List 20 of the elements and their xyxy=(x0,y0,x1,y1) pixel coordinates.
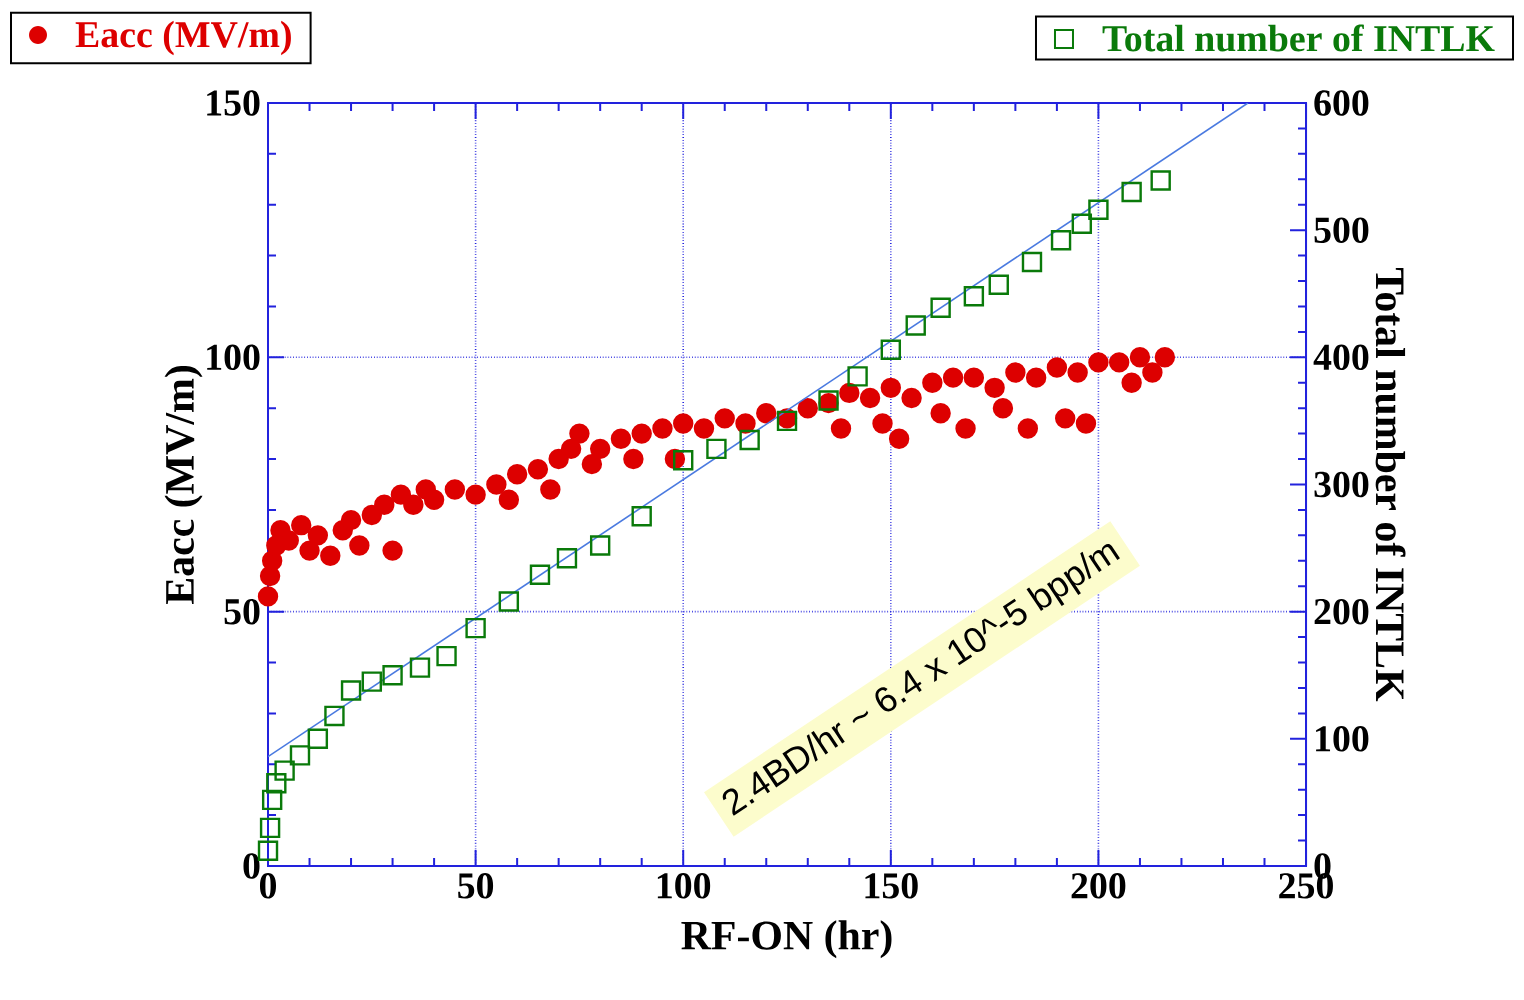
y2-tick-label: 200 xyxy=(1314,598,1369,625)
y-tick-label: 50 xyxy=(224,598,260,625)
y-tick-label: 100 xyxy=(207,344,260,371)
x-tick-label: 150 xyxy=(865,873,918,899)
y2-axis-title: Total number of INTLK xyxy=(1375,267,1406,702)
x-tick-label: 50 xyxy=(458,873,494,899)
x-tick-label: 200 xyxy=(1071,873,1126,899)
legend-label: Eacc (MV/m) xyxy=(75,20,291,56)
y-tick-label: 150 xyxy=(207,90,260,116)
legend-label: Total number of INTLK xyxy=(1102,24,1495,52)
x-tick-label: 100 xyxy=(657,873,711,899)
y-axis-title: Eacc (MV/m) xyxy=(164,366,203,605)
y2-tick-label: 400 xyxy=(1313,344,1369,371)
y2-tick-label: 500 xyxy=(1314,217,1369,243)
y2-tick-label: 600 xyxy=(1314,90,1369,116)
x-tick-label: 0 xyxy=(259,873,277,899)
y-tick-label: 0 xyxy=(243,853,260,879)
x-axis-title: RF-ON (hr) xyxy=(681,920,892,959)
y2-tick-label: 100 xyxy=(1316,726,1369,752)
y2-tick-label: 300 xyxy=(1314,471,1369,498)
